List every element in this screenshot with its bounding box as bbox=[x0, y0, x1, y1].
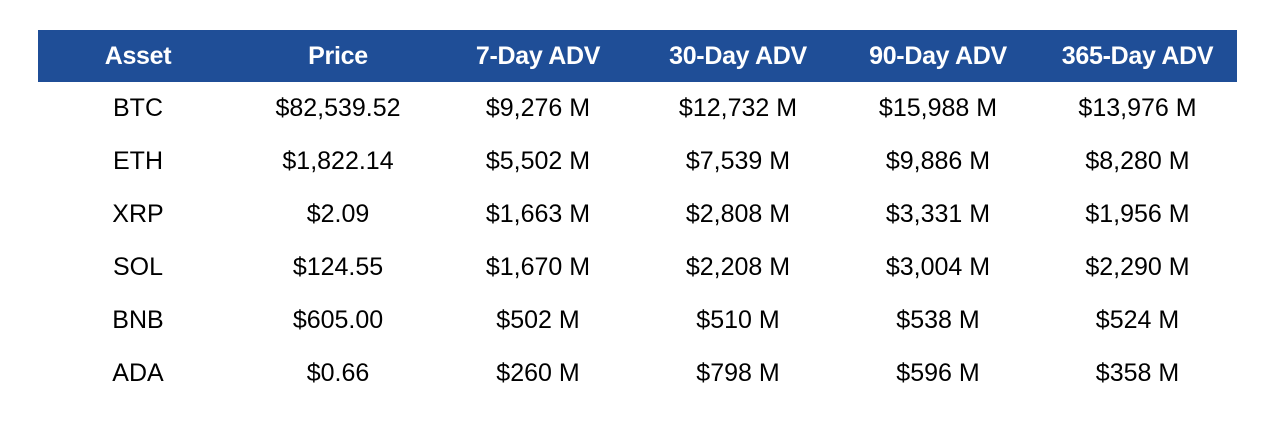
price-cell: $2.09 bbox=[306, 200, 370, 228]
adv-365-day-cell: $2,290 M bbox=[1085, 253, 1190, 281]
price-cell: $1,822.14 bbox=[282, 147, 394, 175]
adv-30-day-cell: $798 M bbox=[696, 359, 780, 387]
table-row: ADA $0.66 $260 M $798 M $596 M $358 M bbox=[38, 347, 1237, 400]
adv-90-day-cell: $15,988 M bbox=[878, 94, 998, 122]
asset-cell: BTC bbox=[113, 94, 163, 122]
adv-90-day-cell: $538 M bbox=[896, 306, 980, 334]
adv-90-day-cell: $3,004 M bbox=[885, 253, 991, 281]
asset-cell: ADA bbox=[112, 359, 164, 387]
column-header-30-day-adv: 30-Day ADV bbox=[669, 41, 807, 70]
price-cell: $124.55 bbox=[292, 253, 384, 281]
column-header-90-day-adv: 90-Day ADV bbox=[869, 41, 1007, 70]
adv-365-day-cell: $8,280 M bbox=[1085, 147, 1190, 175]
price-cell: $0.66 bbox=[306, 359, 370, 387]
table-row: BTC $82,539.52 $9,276 M $12,732 M $15,98… bbox=[38, 82, 1237, 135]
asset-cell: XRP bbox=[112, 200, 164, 228]
price-cell: $82,539.52 bbox=[275, 94, 401, 122]
table-row: XRP $2.09 $1,663 M $2,808 M $3,331 M $1,… bbox=[38, 188, 1237, 241]
table-row: BNB $605.00 $502 M $510 M $538 M $524 M bbox=[38, 294, 1237, 347]
adv-30-day-cell: $2,208 M bbox=[685, 253, 791, 281]
price-cell: $605.00 bbox=[292, 306, 384, 334]
asset-cell: ETH bbox=[113, 147, 163, 175]
adv-30-day-cell: $7,539 M bbox=[685, 147, 791, 175]
table-row: SOL $124.55 $1,670 M $2,208 M $3,004 M $… bbox=[38, 241, 1237, 294]
adv-7-day-cell: $9,276 M bbox=[485, 94, 591, 122]
adv-365-day-cell: $13,976 M bbox=[1078, 94, 1197, 122]
table-header: Asset Price 7-Day ADV 30-Day ADV 90-Day … bbox=[38, 30, 1237, 82]
adv-365-day-cell: $358 M bbox=[1095, 359, 1180, 387]
adv-365-day-cell: $524 M bbox=[1095, 306, 1180, 334]
column-header-asset: Asset bbox=[104, 41, 172, 70]
column-header-365-day-adv: 365-Day ADV bbox=[1061, 41, 1214, 70]
adv-7-day-cell: $1,670 M bbox=[485, 253, 591, 281]
column-header-price: Price bbox=[308, 41, 368, 70]
adv-30-day-cell: $2,808 M bbox=[685, 200, 791, 228]
adv-7-day-cell: $1,663 M bbox=[485, 200, 591, 228]
adv-7-day-cell: $502 M bbox=[496, 306, 580, 334]
adv-365-day-cell: $1,956 M bbox=[1085, 200, 1190, 228]
column-header-7-day-adv: 7-Day ADV bbox=[475, 41, 601, 70]
adv-7-day-cell: $260 M bbox=[496, 359, 580, 387]
adv-90-day-cell: $9,886 M bbox=[885, 147, 991, 175]
table-row: ETH $1,822.14 $5,502 M $7,539 M $9,886 M… bbox=[38, 135, 1237, 188]
adv-30-day-cell: $510 M bbox=[696, 306, 780, 334]
asset-cell: SOL bbox=[112, 253, 164, 281]
adv-7-day-cell: $5,502 M bbox=[485, 147, 591, 175]
crypto-adv-table: Asset Price 7-Day ADV 30-Day ADV 90-Day … bbox=[38, 30, 1237, 400]
adv-30-day-cell: $12,732 M bbox=[678, 94, 798, 122]
adv-90-day-cell: $3,331 M bbox=[885, 200, 991, 228]
asset-cell: BNB bbox=[112, 306, 164, 334]
adv-90-day-cell: $596 M bbox=[896, 359, 980, 387]
